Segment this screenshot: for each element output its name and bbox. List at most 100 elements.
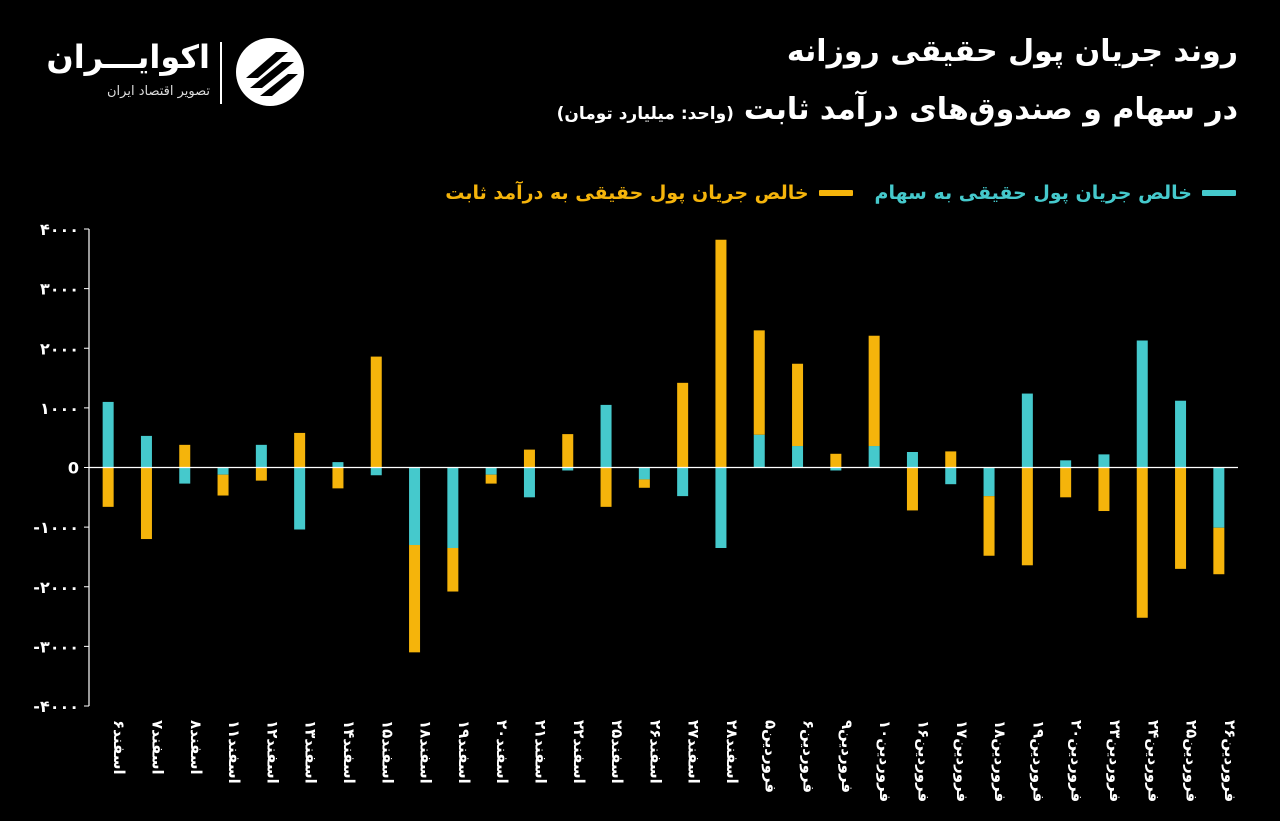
bar-fixed: [983, 496, 995, 556]
logo-divider: [220, 42, 222, 104]
bar-fixed: [332, 467, 344, 489]
bar-fixed: [677, 382, 689, 468]
bar-fixed: [945, 451, 957, 468]
bar-fixed: [140, 467, 152, 540]
x-tick-label: اسفند۱۱: [225, 720, 243, 784]
x-tick-label: اسفند۸: [187, 720, 205, 775]
legend-item-fixed: خالص جریان پول حقیقی به درآمد ثابت: [445, 182, 853, 204]
x-tick-label: اسفند۱۴: [340, 720, 358, 784]
x-tick-label: فروردین۲۰: [1068, 720, 1086, 802]
bar-stock: [523, 467, 535, 498]
legend-swatch-stock: [1202, 190, 1236, 196]
chart-subtitle: در سهام و صندوق‌های درآمد ثابت (واحد: میل…: [557, 92, 1238, 127]
x-tick-label: فروردین۵: [761, 720, 779, 793]
bar-fixed: [523, 449, 535, 468]
bar-stock: [945, 467, 957, 485]
bar-stock: [447, 467, 459, 548]
x-tick-label: فروردین۱۶: [914, 720, 932, 802]
bar-fixed: [906, 467, 918, 511]
x-tick-label: فروردین۲۵: [1183, 720, 1201, 802]
x-tick-label: اسفند۲۷: [685, 720, 703, 784]
logo-name: اکوایـــران: [46, 38, 210, 76]
bar-fixed: [1060, 467, 1072, 498]
bar-stock: [1175, 400, 1187, 468]
bar-stock: [1021, 393, 1033, 468]
bar-stock: [830, 467, 842, 471]
x-tick-label: فروردین۱۷: [953, 720, 971, 802]
x-tick-label: اسفند۱۵: [378, 720, 396, 784]
x-tick-label: فروردین۲۴: [1144, 720, 1162, 802]
bar-fixed: [830, 453, 842, 468]
chart-legend: خالص جریان پول حقیقی به سهام خالص جریان …: [423, 182, 1236, 204]
bar-fixed: [255, 467, 267, 481]
x-tick-label: فروردین۱۸: [991, 720, 1009, 802]
x-tick-label: اسفند۲۸: [723, 720, 741, 784]
bar-stock: [179, 467, 191, 484]
bar-stock: [255, 444, 267, 468]
bar-fixed: [1021, 467, 1033, 566]
bar-fixed: [370, 356, 382, 468]
chart-subtitle-main: در سهام و صندوق‌های درآمد ثابت: [743, 92, 1238, 127]
bar-fixed: [868, 335, 880, 447]
unit-note: (واحد: میلیارد تومان): [556, 104, 734, 124]
bar-stock: [102, 401, 114, 468]
x-tick-label: فروردین۹: [838, 720, 856, 793]
bar-fixed: [1175, 467, 1187, 569]
y-tick-label: 0: [68, 459, 79, 478]
bar-stock: [638, 467, 650, 480]
bar-stock: [868, 446, 880, 468]
y-tick-label: -۱۰۰۰: [33, 518, 79, 537]
y-tick-label: -۲۰۰۰: [33, 578, 79, 597]
bar-stock: [715, 467, 727, 548]
y-tick-label: ۱۰۰۰: [40, 399, 79, 418]
bar-fixed: [792, 363, 804, 447]
legend-swatch-fixed: [818, 190, 853, 196]
x-tick-label: اسفند۷: [148, 720, 166, 775]
bar-stock: [983, 467, 995, 497]
legend-label-fixed: خالص جریان پول حقیقی به درآمد ثابت: [445, 182, 809, 204]
bar-stock: [332, 462, 344, 468]
legend-label-stock: خالص جریان پول حقیقی به سهام: [874, 182, 1192, 204]
bar-stock: [140, 435, 152, 468]
bar-fixed: [102, 467, 114, 507]
x-tick-label: اسفند۱۸: [417, 720, 435, 784]
x-tick-label: اسفند۱۳: [302, 720, 320, 784]
bar-fixed: [753, 330, 765, 435]
bar-fixed: [638, 479, 650, 488]
bar-stock: [294, 467, 306, 530]
x-tick-label: فروردین۲۳: [1106, 720, 1124, 802]
y-tick-label: -۴۰۰۰: [33, 697, 79, 716]
legend-item-stock: خالص جریان پول حقیقی به سهام: [875, 182, 1236, 204]
bar-stock: [792, 446, 804, 468]
bar-stock: [753, 434, 765, 468]
x-tick-label: اسفند۱۹: [455, 720, 473, 784]
x-tick-label: فروردین۶: [800, 720, 818, 793]
bar-stock: [906, 451, 918, 468]
bar-stock: [1060, 460, 1072, 468]
bar-fixed: [600, 467, 612, 507]
x-tick-label: اسفند۱۲: [263, 720, 281, 784]
bar-fixed: [1213, 527, 1225, 575]
bar-stock: [677, 467, 689, 497]
brand-logo: اکوایـــران تصویر اقتصاد ایران: [46, 38, 310, 110]
bar-fixed: [1136, 467, 1148, 618]
x-tick-label: اسفند۶: [110, 720, 128, 775]
bar-fixed: [485, 474, 497, 484]
ecoiran-logo-mark-icon: [236, 38, 304, 106]
logo-subtitle: تصویر اقتصاد ایران: [107, 84, 210, 99]
chart-title: روند جریان پول حقیقی روزانه: [786, 34, 1238, 69]
bar-stock: [600, 404, 612, 468]
x-tick-label: اسفند۲۰: [493, 720, 511, 784]
bar-stock: [217, 467, 229, 475]
y-tick-label: ۲۰۰۰: [40, 339, 79, 358]
x-tick-label: اسفند۲۱: [531, 720, 549, 784]
bar-fixed: [1098, 467, 1110, 512]
y-tick-label: ۴۰۰۰: [40, 220, 79, 239]
bar-stock: [409, 467, 421, 546]
bar-fixed: [562, 434, 574, 468]
bar-fixed: [217, 474, 229, 496]
bar-stock: [1213, 467, 1225, 528]
bar-fixed: [715, 239, 727, 468]
bar-fixed: [447, 547, 459, 592]
